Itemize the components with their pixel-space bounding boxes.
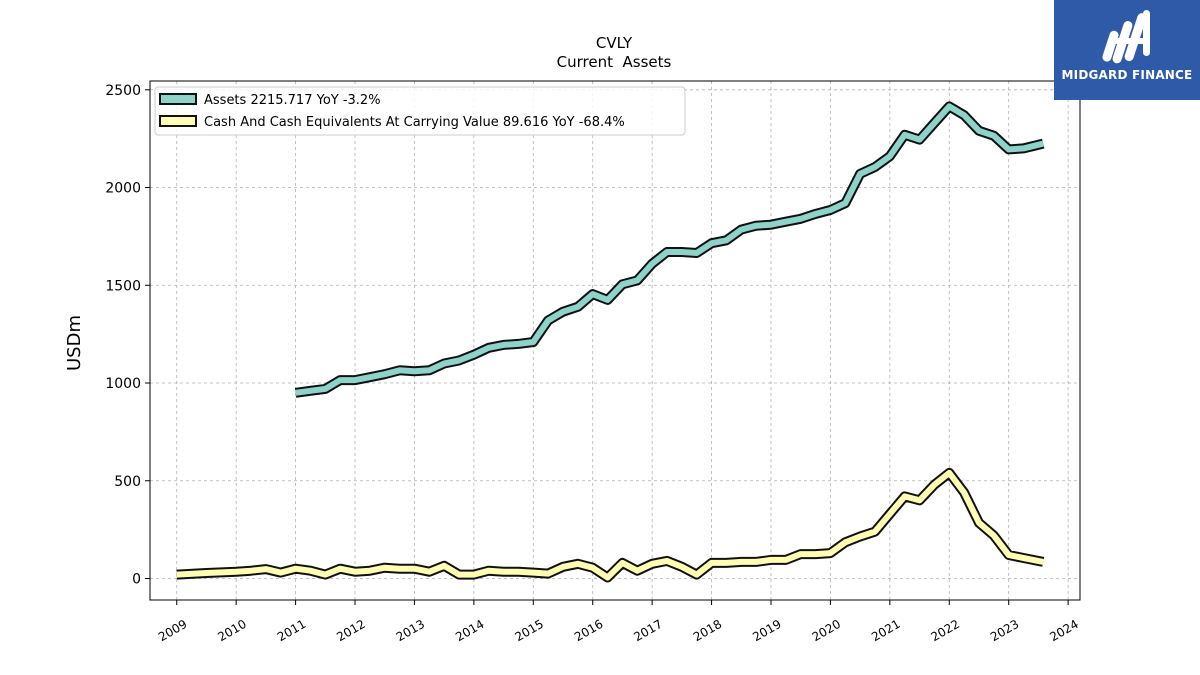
x-tick-label: 2012	[334, 617, 367, 644]
x-tick-label: 2009	[156, 617, 189, 644]
x-tick-label: 2024	[1047, 617, 1080, 644]
series-0	[294, 101, 1045, 398]
brand-name: MIDGARD FINANCE	[1061, 68, 1193, 82]
x-tick-label: 2013	[394, 617, 427, 644]
legend-swatch	[159, 115, 197, 127]
grid	[150, 81, 1080, 600]
series-layer	[176, 101, 1045, 583]
legend: Assets 2215.717 YoY -3.2% Cash And Cash E…	[154, 86, 686, 136]
chart-title: CVLY	[596, 34, 633, 52]
legend-box	[154, 86, 686, 136]
x-tick-label: 2018	[691, 617, 724, 644]
x-tick-label: 2019	[750, 617, 783, 644]
x-axis: 2009 2010 2011 2012 2013 2014 2015 2016 2017 2018…	[156, 600, 1081, 644]
x-tick-label: 2022	[929, 617, 962, 644]
x-tick-label: 2021	[869, 617, 902, 644]
x-tick-label: 2017	[631, 617, 664, 644]
y-axis: 0 500 1000 1500 2000 2500	[105, 83, 150, 587]
y-tick-label: 0	[132, 571, 141, 587]
series-line	[295, 103, 1044, 396]
legend-label: Cash And Cash Equivalents At Carrying Va…	[204, 115, 625, 130]
plot-frame	[149, 80, 1081, 601]
x-tick-label: 2010	[215, 617, 248, 644]
legend-label: Assets 2215.717 YoY -3.2%	[204, 93, 381, 108]
y-axis-label: USDm	[64, 315, 85, 371]
x-tick-label: 2020	[810, 617, 843, 644]
chart-subtitle: Current Assets	[557, 53, 672, 71]
legend-swatch	[159, 93, 197, 105]
y-tick-label: 500	[114, 474, 141, 490]
series-1	[176, 467, 1045, 583]
x-tick-label: 2014	[453, 617, 486, 644]
brand-logo: MIDGARD FINANCE	[1054, 0, 1200, 100]
y-tick-label: 2000	[105, 181, 141, 197]
x-tick-label: 2016	[572, 617, 605, 644]
y-tick-label: 1000	[105, 376, 141, 392]
series-line-outline	[176, 467, 1045, 583]
series-line	[176, 469, 1044, 581]
x-tick-label: 2023	[988, 617, 1021, 644]
midgard-logo-icon	[1102, 10, 1150, 64]
x-tick-label: 2011	[275, 617, 308, 644]
y-tick-label: 1500	[105, 278, 141, 294]
y-tick-label: 2500	[105, 83, 141, 99]
x-tick-label: 2015	[513, 617, 546, 644]
